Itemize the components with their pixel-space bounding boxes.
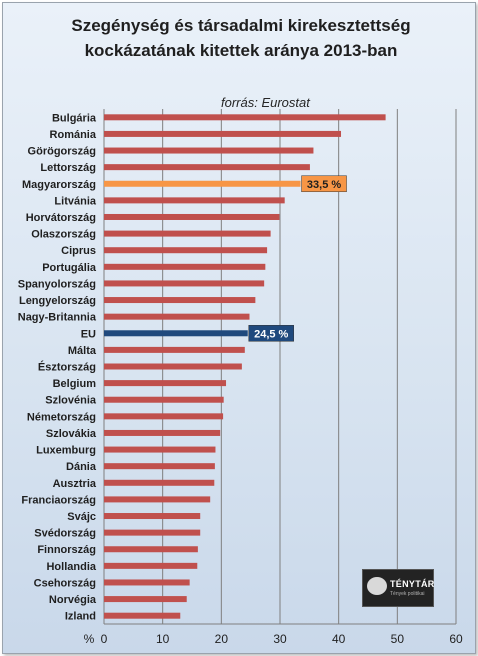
category-label: Magyarország: [22, 179, 96, 191]
chart-title-line-2: kockázatának kitettek aránya 2013-ban: [84, 41, 398, 60]
x-tick-label: 50: [391, 632, 405, 646]
category-label: EU: [81, 328, 96, 340]
bar: [104, 213, 280, 220]
bar: [104, 180, 301, 187]
bar: [104, 479, 215, 486]
bar: [104, 230, 271, 237]
bar: [104, 263, 266, 270]
category-label: Szlovákia: [46, 428, 97, 440]
bar-chart: 0 10 20 30 40 50 60% Bulgária Románia Görögország…: [18, 109, 463, 646]
category-label: Németország: [27, 411, 96, 423]
x-axis-label: %: [84, 632, 95, 646]
bar: [104, 546, 198, 553]
category-label: Olaszország: [31, 229, 96, 241]
category-label: Dánia: [66, 461, 97, 473]
bar: [104, 197, 285, 204]
bar: [104, 513, 201, 520]
logo-name: TÉNYTÁR: [390, 579, 435, 589]
category-label: Izland: [65, 611, 96, 623]
category-label: Málta: [68, 345, 97, 357]
bar: [104, 380, 227, 387]
x-tick-label: 60: [449, 632, 463, 646]
category-label: Bulgária: [52, 112, 97, 124]
bar: [104, 330, 248, 337]
data-label-box: [248, 325, 294, 342]
bar: [104, 130, 342, 137]
bar: [104, 579, 190, 586]
category-label: Szlovénia: [45, 395, 97, 407]
bar: [104, 363, 242, 370]
bar: [104, 429, 221, 436]
x-tick-label: 10: [156, 632, 170, 646]
category-label: Nagy-Britannia: [18, 312, 97, 324]
bar: [104, 346, 245, 353]
bar: [104, 297, 256, 304]
category-label: Norvégia: [49, 594, 97, 606]
bar: [104, 596, 187, 603]
category-label: Románia: [50, 129, 97, 141]
bar: [104, 147, 314, 154]
bar: [104, 114, 386, 121]
data-label: 33,5 %: [307, 179, 341, 191]
x-tick-label: 20: [215, 632, 229, 646]
bar: [104, 562, 198, 569]
category-label: Finnország: [37, 544, 96, 556]
category-label: Litvánia: [54, 195, 96, 207]
data-label: 24,5 %: [254, 328, 288, 340]
bar: [104, 612, 181, 619]
category-label: Svédország: [34, 528, 96, 540]
bar: [104, 529, 201, 536]
x-tick-label: 40: [332, 632, 346, 646]
bar: [104, 446, 216, 453]
x-tick-label: 30: [273, 632, 287, 646]
data-label-box: [301, 175, 347, 193]
bar: [104, 313, 250, 320]
category-label: Hollandia: [46, 561, 96, 573]
category-label: Franciaország: [21, 494, 96, 506]
speech-bubble-icon: [367, 577, 387, 595]
category-label: Luxemburg: [36, 445, 96, 457]
bar: [104, 496, 211, 503]
category-label: Észtország: [38, 361, 96, 374]
tenytar-logo: TÉNYTÁR Tények politikai: [362, 569, 434, 607]
category-label: Csehország: [34, 577, 96, 589]
bar: [104, 413, 224, 420]
bar: [104, 247, 268, 254]
source-note: forrás: Eurostat: [221, 95, 310, 110]
category-label: Portugália: [42, 262, 97, 274]
bar: [104, 396, 224, 403]
logo-tagline: Tények politikai: [390, 591, 425, 597]
bar: [104, 164, 310, 171]
bar: [104, 280, 265, 287]
category-label: Ciprus: [61, 245, 96, 257]
chart-title: Szegénység és társadalmi kirekesztettség…: [3, 13, 475, 63]
category-label: Lettország: [40, 162, 96, 174]
x-tick-label: 0: [101, 632, 108, 646]
chart-title-line-1: Szegénység és társadalmi kirekesztettség: [71, 16, 411, 35]
category-label: Görögország: [28, 146, 96, 158]
category-label: Ausztria: [53, 478, 97, 490]
category-label: Belgium: [53, 378, 97, 390]
category-label: Horvátország: [26, 212, 96, 224]
category-label: Spanyolország: [18, 278, 96, 290]
category-label: Svájc: [67, 511, 96, 523]
category-label: Lengyelország: [19, 295, 96, 307]
bar: [104, 463, 215, 470]
